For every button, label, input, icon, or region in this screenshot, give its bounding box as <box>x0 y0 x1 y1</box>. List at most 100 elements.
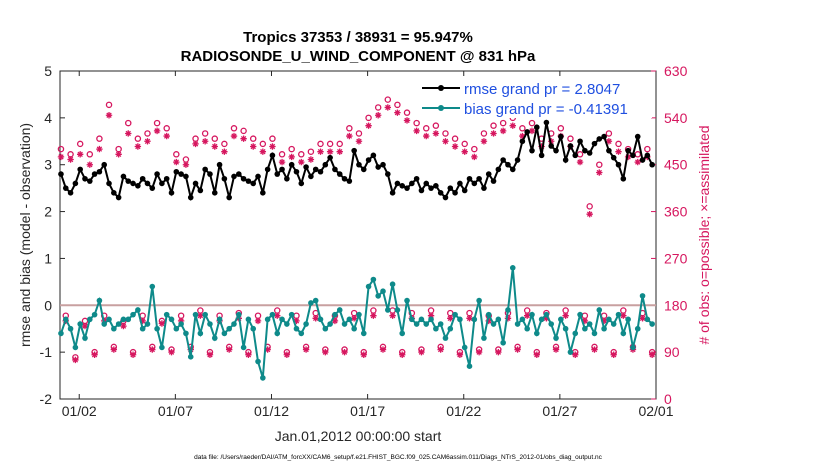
legend-bias-label: bias grand pr = -0.41391 <box>464 101 628 118</box>
rmse-point <box>125 178 132 184</box>
obs-possible-point <box>596 161 603 168</box>
obs-possible-point <box>346 125 353 132</box>
obs-assimilated-point <box>552 346 560 353</box>
obs-assimilated-point <box>168 348 175 356</box>
obs-assimilated-point <box>384 104 391 111</box>
obs-assimilated-point <box>451 143 459 150</box>
obs-assimilated-point <box>427 312 435 319</box>
rmse-point <box>274 171 281 177</box>
obs-possible-point <box>442 130 449 137</box>
bias-point <box>385 307 391 313</box>
obs-assimilated-point <box>624 153 632 161</box>
rmse-point <box>567 143 574 149</box>
rmse-point <box>139 175 146 182</box>
obs-assimilated-point <box>365 122 372 129</box>
obs-possible-point <box>173 151 180 158</box>
bias-point <box>625 316 631 323</box>
bias-point <box>260 375 266 381</box>
obs-assimilated-point <box>581 317 589 325</box>
obs-possible-point <box>259 140 267 148</box>
x-tick-label: 01/17 <box>350 403 385 419</box>
obs-assimilated-point <box>230 132 238 140</box>
bias-point <box>639 293 646 299</box>
obs-assimilated-point <box>620 312 627 319</box>
y-left-tick-label: 3 <box>44 157 52 173</box>
obs-assimilated-point <box>596 169 603 176</box>
bias-point <box>240 344 247 351</box>
bias-point <box>543 311 550 318</box>
rmse-point <box>178 171 184 177</box>
rmse-point <box>111 190 117 196</box>
rmse-point <box>586 150 593 156</box>
obs-possible-point <box>413 119 420 127</box>
obs-possible-point <box>317 140 324 148</box>
obs-assimilated-point <box>346 132 353 140</box>
obs-assimilated-point <box>336 148 343 155</box>
bias-point <box>437 321 444 327</box>
rmse-point <box>428 185 434 191</box>
rmse-point <box>572 152 579 159</box>
bias-point <box>505 307 511 313</box>
y-axis-label-right: # of obs: o=possible; ×=assimilated <box>696 125 712 344</box>
bias-point <box>62 316 69 323</box>
obs-possible-point <box>201 130 209 137</box>
bias-point <box>615 311 622 318</box>
bias-point <box>356 311 362 318</box>
obs-possible-point <box>288 145 295 153</box>
obs-assimilated-point <box>158 320 166 327</box>
rmse-point <box>519 138 526 145</box>
rmse-point <box>562 157 569 163</box>
obs-assimilated-point <box>394 109 401 116</box>
y-right-tick-label: 180 <box>664 297 688 313</box>
y-left-tick-label: 5 <box>44 63 52 79</box>
obs-possible-point <box>76 140 84 148</box>
bias-point <box>144 321 151 327</box>
rmse-point <box>58 171 64 177</box>
bias-point <box>111 325 117 332</box>
rmse-point <box>509 166 516 173</box>
bias-point <box>207 321 213 327</box>
bias-point <box>187 354 194 360</box>
x-tick-label: 01/27 <box>542 403 577 419</box>
obs-assimilated-point <box>600 317 608 325</box>
obs-possible-point <box>355 130 363 137</box>
y-left-tick-label: -2 <box>40 391 53 407</box>
rmse-point <box>187 194 194 201</box>
obs-assimilated-point <box>432 130 440 137</box>
obs-assimilated-point <box>206 351 214 358</box>
rmse-point <box>144 180 151 187</box>
rmse-point <box>606 147 612 154</box>
rmse-point <box>216 161 223 168</box>
obs-possible-point <box>269 135 276 142</box>
bias-point <box>332 311 338 318</box>
rmse-point <box>221 175 228 182</box>
obs-assimilated-point <box>639 315 646 322</box>
bias-point <box>245 316 252 323</box>
obs-assimilated-point <box>576 158 584 166</box>
rmse-point <box>394 180 401 187</box>
obs-possible-point <box>490 122 497 129</box>
rmse-point <box>582 147 588 154</box>
rmse-point <box>524 129 530 135</box>
rmse-point <box>303 164 309 170</box>
rmse-point <box>346 178 353 184</box>
obs-assimilated-point <box>197 312 204 319</box>
obs-assimilated-point <box>245 351 252 358</box>
obs-assimilated-point <box>173 158 180 166</box>
bias-point <box>466 363 473 370</box>
bias-point <box>634 325 641 332</box>
bias-point <box>255 358 261 365</box>
obs-assimilated-point <box>399 351 406 358</box>
obs-assimilated-point <box>317 148 324 155</box>
bias-point <box>500 339 506 346</box>
obs-assimilated-point <box>610 351 617 358</box>
obs-assimilated-point <box>139 317 146 325</box>
rmse-point <box>163 175 170 182</box>
bias-line <box>60 267 653 379</box>
obs-assimilated-point <box>615 148 622 155</box>
rmse-point <box>615 161 622 168</box>
rmse-point <box>442 194 449 201</box>
rmse-point <box>250 180 257 187</box>
obs-assimilated-point <box>221 148 228 155</box>
rmse-point <box>514 157 521 163</box>
